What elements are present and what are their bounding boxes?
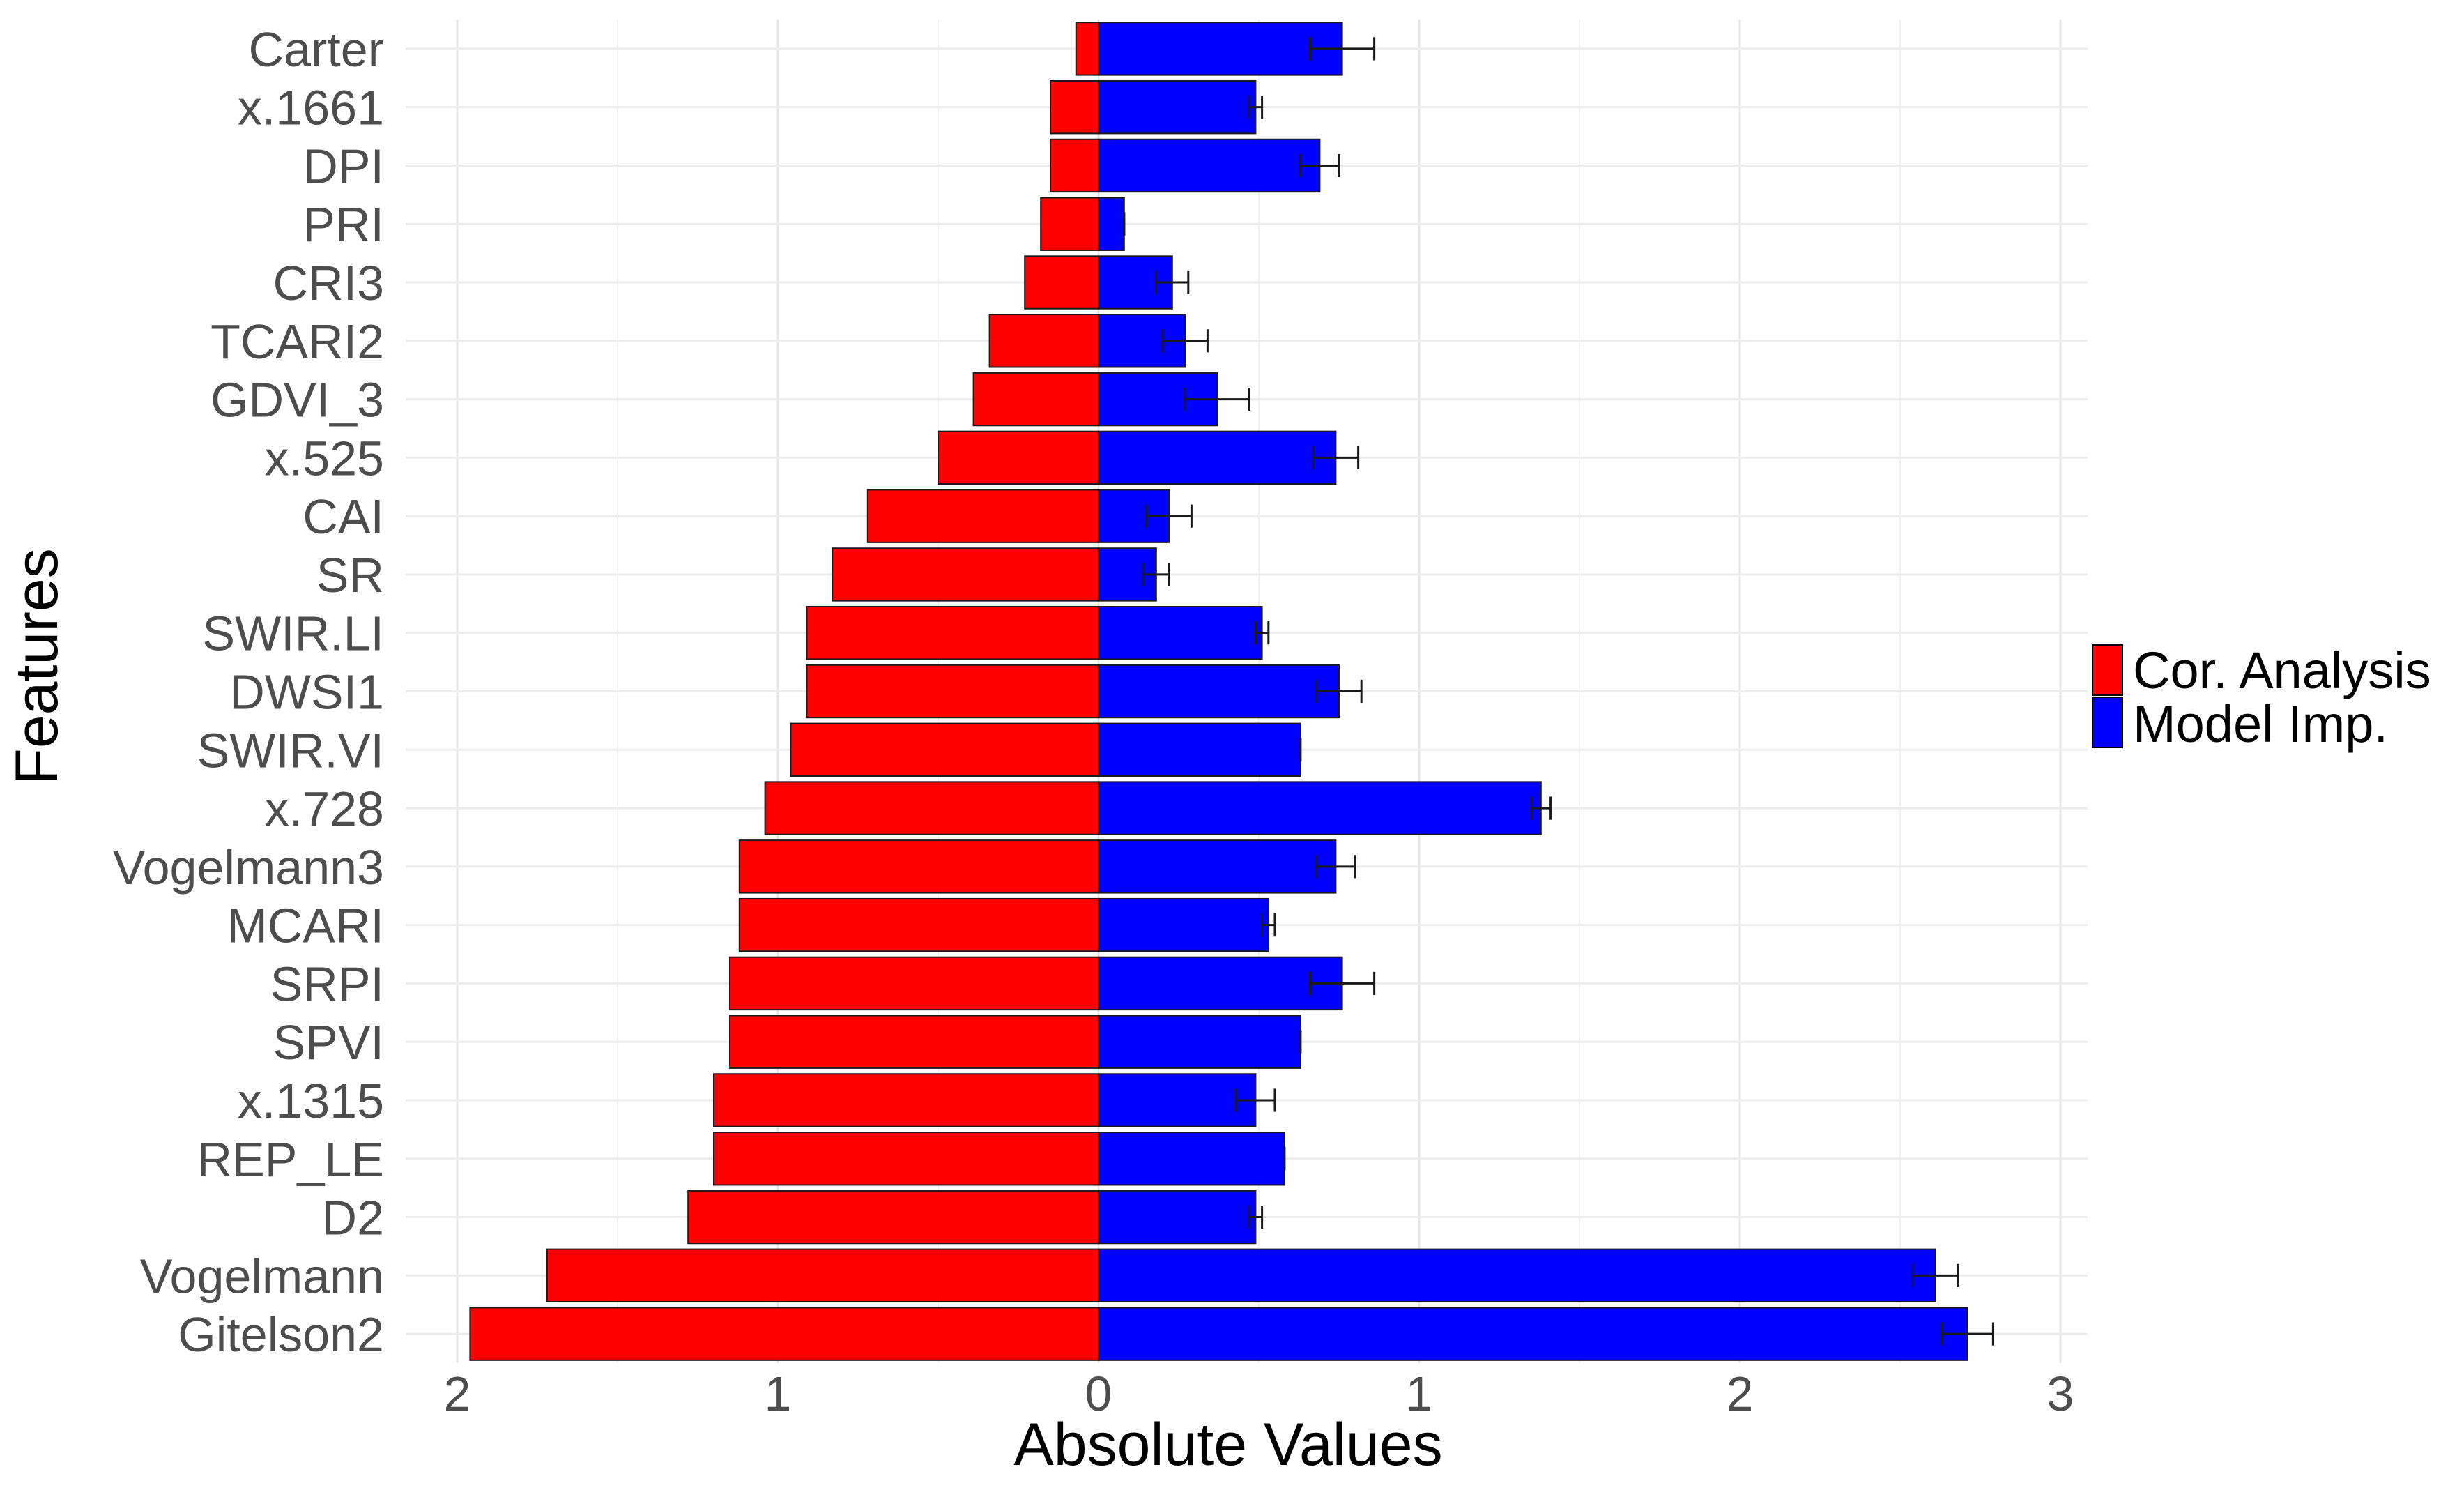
y-tick-label-vogelmann: Vogelmann bbox=[140, 1249, 384, 1303]
bar-cor-analysis-vogelmann3 bbox=[738, 839, 1100, 894]
bar-cor-analysis-rep-le bbox=[713, 1132, 1099, 1186]
y-axis-title: Features bbox=[3, 548, 70, 784]
bar-cor-analysis-cri3 bbox=[1024, 255, 1099, 310]
y-tick-label-swir-li: SWIR.LI bbox=[202, 607, 384, 661]
bar-cor-analysis-cai bbox=[866, 489, 1100, 543]
x-tick-label: 1 bbox=[765, 1367, 792, 1421]
bar-cor-analysis-x-1661 bbox=[1050, 79, 1099, 135]
bar-cor-analysis-srpi bbox=[729, 956, 1099, 1011]
bar-cor-analysis-x-1315 bbox=[713, 1073, 1099, 1127]
y-tick-label-tcari2: TCARI2 bbox=[211, 314, 384, 369]
y-tick-labels: Carterx.1661DPIPRICRI3TCARI2GDVI_3x.525C… bbox=[113, 22, 384, 1362]
y-tick-label-x-1315: x.1315 bbox=[238, 1074, 384, 1128]
y-tick-label-cri3: CRI3 bbox=[273, 256, 384, 310]
bar-cor-analysis-dpi bbox=[1050, 138, 1099, 193]
bar-model-imp-carter bbox=[1098, 22, 1343, 76]
bar-model-imp-vogelmann3 bbox=[1098, 839, 1337, 894]
bar-cor-analysis-gdvi-3 bbox=[972, 372, 1099, 427]
y-tick-label-rep-le: REP_LE bbox=[197, 1132, 384, 1187]
bar-cor-analysis-vogelmann bbox=[546, 1248, 1099, 1303]
bar-model-imp-pri bbox=[1098, 197, 1125, 251]
x-axis-title: Absolute Values bbox=[1013, 1411, 1442, 1478]
y-tick-label-d2: D2 bbox=[322, 1191, 384, 1245]
legend-label-cor-analysis: Cor. Analysis bbox=[2133, 641, 2431, 699]
bar-cor-analysis-carter bbox=[1075, 22, 1100, 76]
x-tick-label: 1 bbox=[1406, 1367, 1433, 1421]
bar-model-imp-swir-vi bbox=[1098, 722, 1301, 777]
y-tick-label-dpi: DPI bbox=[303, 139, 384, 193]
y-tick-label-x-525: x.525 bbox=[265, 431, 384, 485]
y-tick-label-mcari: MCARI bbox=[227, 899, 384, 953]
bar-cor-analysis-pri bbox=[1040, 197, 1099, 251]
bar-model-imp-vogelmann bbox=[1098, 1248, 1936, 1303]
bar-model-imp-x-1661 bbox=[1098, 79, 1257, 135]
bar-model-imp-swir-li bbox=[1098, 606, 1263, 660]
bar-model-imp-rep-le bbox=[1098, 1132, 1285, 1186]
bar-model-imp-gitelson2 bbox=[1098, 1307, 1968, 1361]
y-tick-label-dwsi1: DWSI1 bbox=[229, 665, 384, 720]
error-bars bbox=[1123, 37, 1994, 1346]
bar-model-imp-d2 bbox=[1098, 1190, 1257, 1245]
bar-model-imp-x-1315 bbox=[1098, 1073, 1257, 1127]
bar-model-imp-spvi bbox=[1098, 1015, 1301, 1069]
y-tick-label-cai: CAI bbox=[303, 489, 384, 544]
x-tick-label: 2 bbox=[1727, 1367, 1754, 1421]
bars bbox=[469, 22, 1968, 1361]
y-tick-label-carter: Carter bbox=[249, 22, 384, 77]
x-tick-label: 3 bbox=[2047, 1367, 2074, 1421]
bar-cor-analysis-mcari bbox=[738, 897, 1100, 952]
bar-cor-analysis-x-525 bbox=[938, 430, 1099, 485]
bar-cor-analysis-dwsi1 bbox=[806, 664, 1100, 719]
bar-model-imp-x-525 bbox=[1098, 430, 1337, 485]
x-tick-label: 0 bbox=[1085, 1367, 1112, 1421]
y-tick-label-srpi: SRPI bbox=[270, 957, 384, 1011]
bar-model-imp-dpi bbox=[1098, 138, 1321, 193]
legend-swatch-cor-analysis bbox=[2092, 644, 2123, 696]
y-tick-label-swir-vi: SWIR.VI bbox=[197, 723, 384, 777]
legend-swatch-model-imp bbox=[2092, 697, 2123, 748]
bar-model-imp-x-728 bbox=[1098, 781, 1542, 835]
x-tick-labels: 2 1 0 1 2 3 bbox=[444, 1367, 2074, 1421]
legend-label-model-imp: Model Imp. bbox=[2133, 695, 2388, 753]
y-tick-label-spvi: SPVI bbox=[273, 1015, 384, 1070]
y-tick-label-x-728: x.728 bbox=[265, 782, 384, 836]
y-tick-label-vogelmann3: Vogelmann3 bbox=[113, 840, 384, 895]
bar-model-imp-srpi bbox=[1098, 956, 1343, 1011]
bar-cor-analysis-tcari2 bbox=[988, 314, 1099, 368]
legend: Cor. Analysis Model Imp. bbox=[2092, 641, 2431, 753]
bar-model-imp-dwsi1 bbox=[1098, 664, 1340, 719]
bar-cor-analysis-swir-vi bbox=[790, 722, 1100, 777]
bar-cor-analysis-sr bbox=[832, 547, 1099, 602]
bar-cor-analysis-spvi bbox=[729, 1015, 1099, 1069]
bar-model-imp-mcari bbox=[1098, 897, 1269, 952]
bar-cor-analysis-x-728 bbox=[764, 781, 1099, 835]
bar-cor-analysis-swir-li bbox=[806, 606, 1100, 660]
x-tick-label: 2 bbox=[444, 1367, 471, 1421]
bar-cor-analysis-gitelson2 bbox=[469, 1307, 1099, 1361]
y-tick-label-gitelson2: Gitelson2 bbox=[178, 1307, 384, 1362]
y-tick-label-gdvi-3: GDVI_3 bbox=[211, 373, 384, 427]
bar-cor-analysis-d2 bbox=[687, 1190, 1099, 1245]
y-tick-label-x-1661: x.1661 bbox=[238, 81, 384, 135]
y-tick-label-sr: SR bbox=[316, 548, 384, 602]
y-tick-label-pri: PRI bbox=[303, 197, 384, 252]
